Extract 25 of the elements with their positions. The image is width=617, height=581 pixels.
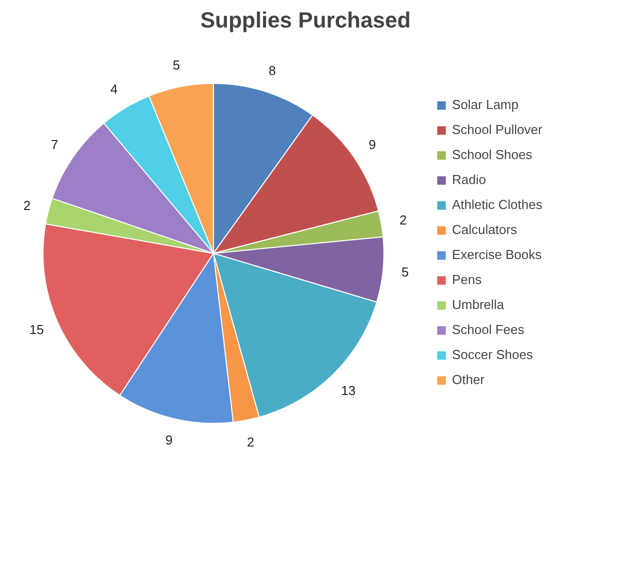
- legend-label: Umbrella: [452, 297, 504, 312]
- data-label: 4: [110, 81, 118, 96]
- data-label: 5: [172, 57, 180, 72]
- data-label: 2: [246, 434, 254, 450]
- data-label: 2: [23, 198, 31, 213]
- data-label: 15: [29, 322, 44, 337]
- legend-label: Radio: [452, 172, 486, 187]
- legend-label: Calculators: [452, 222, 518, 237]
- legend-label: Pens: [452, 272, 482, 287]
- data-label: 9: [368, 137, 376, 152]
- data-label: 8: [268, 62, 276, 78]
- legend-label: School Fees: [452, 322, 524, 337]
- data-label: 9: [165, 432, 173, 448]
- legend-label: Exercise Books: [452, 247, 542, 262]
- legend-label: Solar Lamp: [452, 97, 518, 112]
- legend-label: School Pullover: [452, 122, 542, 137]
- legend-label: Other: [452, 372, 485, 387]
- legend-label: School Shoes: [452, 147, 532, 162]
- data-label: 7: [50, 137, 58, 152]
- data-label: 5: [402, 264, 409, 280]
- chart-title: Supplies Purchased: [200, 8, 411, 32]
- data-label: 13: [341, 382, 356, 398]
- legend-label: Soccer Shoes: [452, 347, 533, 362]
- data-label: 2: [400, 212, 407, 228]
- legend-label: Athletic Clothes: [452, 197, 542, 212]
